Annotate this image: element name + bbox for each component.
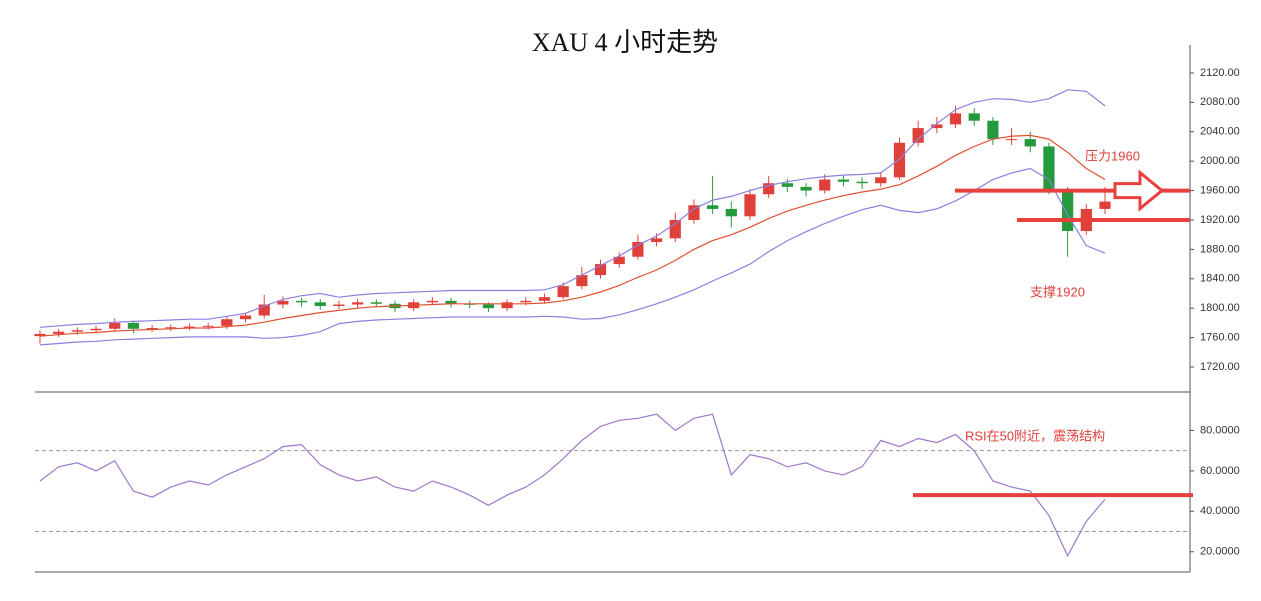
candle-body xyxy=(949,113,962,125)
y-tick-label: 1720.00 xyxy=(1200,361,1240,373)
y-tick-label: 60.0000 xyxy=(1200,465,1240,477)
candle-body xyxy=(127,322,140,329)
candle-body xyxy=(333,304,345,306)
candle-body xyxy=(781,183,793,187)
y-tick-label: 80.0000 xyxy=(1200,424,1240,436)
candle-body xyxy=(875,177,887,184)
arrow xyxy=(1113,169,1165,212)
candle-body xyxy=(707,205,719,209)
candle-body xyxy=(538,297,551,301)
candle-body xyxy=(1062,190,1074,231)
candle-body xyxy=(520,300,532,303)
candle-body xyxy=(352,302,364,305)
candle-body xyxy=(1099,201,1111,209)
y-tick-label: 1880.00 xyxy=(1200,243,1240,255)
candle-body xyxy=(613,256,625,265)
bollinger-upper xyxy=(39,89,1106,328)
y-tick-label: 1760.00 xyxy=(1200,332,1240,344)
chart-title: XAU 4 小时走势 xyxy=(532,28,718,57)
candle-body xyxy=(239,315,252,320)
candle-body xyxy=(632,242,644,257)
candle-body xyxy=(146,328,158,330)
bollinger-lower xyxy=(39,167,1106,346)
candle-body xyxy=(221,319,233,326)
candle-body xyxy=(501,302,513,309)
y-tick-label: 40.0000 xyxy=(1200,505,1240,517)
candle-body xyxy=(987,120,999,140)
candle-body xyxy=(669,219,681,239)
candle-body xyxy=(1043,146,1055,191)
candle-body xyxy=(931,124,943,129)
candle-body xyxy=(912,128,924,143)
candle-body xyxy=(53,331,65,334)
rsi-line xyxy=(39,413,1106,558)
candle-body xyxy=(725,208,737,217)
bollinger-middle xyxy=(39,134,1106,337)
annotation: 压力1960 xyxy=(1085,148,1140,163)
y-tick-label: 20.0000 xyxy=(1200,546,1240,558)
candle-body xyxy=(650,238,663,243)
candle-body xyxy=(445,300,457,304)
candle-body xyxy=(202,325,214,327)
candle-body xyxy=(258,304,270,316)
candle-body xyxy=(295,300,308,303)
candle-body xyxy=(165,327,177,329)
candle-body xyxy=(763,183,775,195)
candle-body xyxy=(800,186,812,191)
candle-body xyxy=(819,179,831,191)
candle-body xyxy=(482,304,495,309)
candle-body xyxy=(744,194,756,217)
y-tick-label: 1840.00 xyxy=(1200,273,1240,285)
candle-body xyxy=(426,300,438,303)
annotation: 支撑1920 xyxy=(1030,284,1085,299)
candle-body xyxy=(370,302,382,304)
y-tick-label: 2080.00 xyxy=(1200,96,1240,108)
candle-body xyxy=(314,302,326,306)
candle-body xyxy=(1024,139,1036,147)
candle-body xyxy=(90,328,102,331)
candle-body xyxy=(594,264,607,276)
candle-body xyxy=(109,322,121,329)
annotation: RSI在50附近，震荡结构 xyxy=(965,428,1105,443)
candle-body xyxy=(893,142,906,178)
candle-body xyxy=(557,286,569,298)
candle-body xyxy=(856,181,868,184)
y-tick-label: 2000.00 xyxy=(1200,155,1240,167)
candle-body xyxy=(688,205,700,220)
candle-body xyxy=(968,113,980,121)
y-tick-label: 1800.00 xyxy=(1200,302,1240,314)
y-tick-label: 1960.00 xyxy=(1200,184,1240,196)
y-tick-label: 1920.00 xyxy=(1200,214,1240,226)
candle-body xyxy=(34,333,46,337)
candle-body xyxy=(71,330,83,332)
candle-body xyxy=(1005,139,1018,141)
candle-body xyxy=(183,326,196,328)
y-tick-label: 2040.00 xyxy=(1200,126,1240,138)
y-tick-label: 2120.00 xyxy=(1200,67,1240,79)
candle-body xyxy=(277,300,289,305)
candle-body xyxy=(576,275,588,287)
candle-body xyxy=(837,179,850,182)
